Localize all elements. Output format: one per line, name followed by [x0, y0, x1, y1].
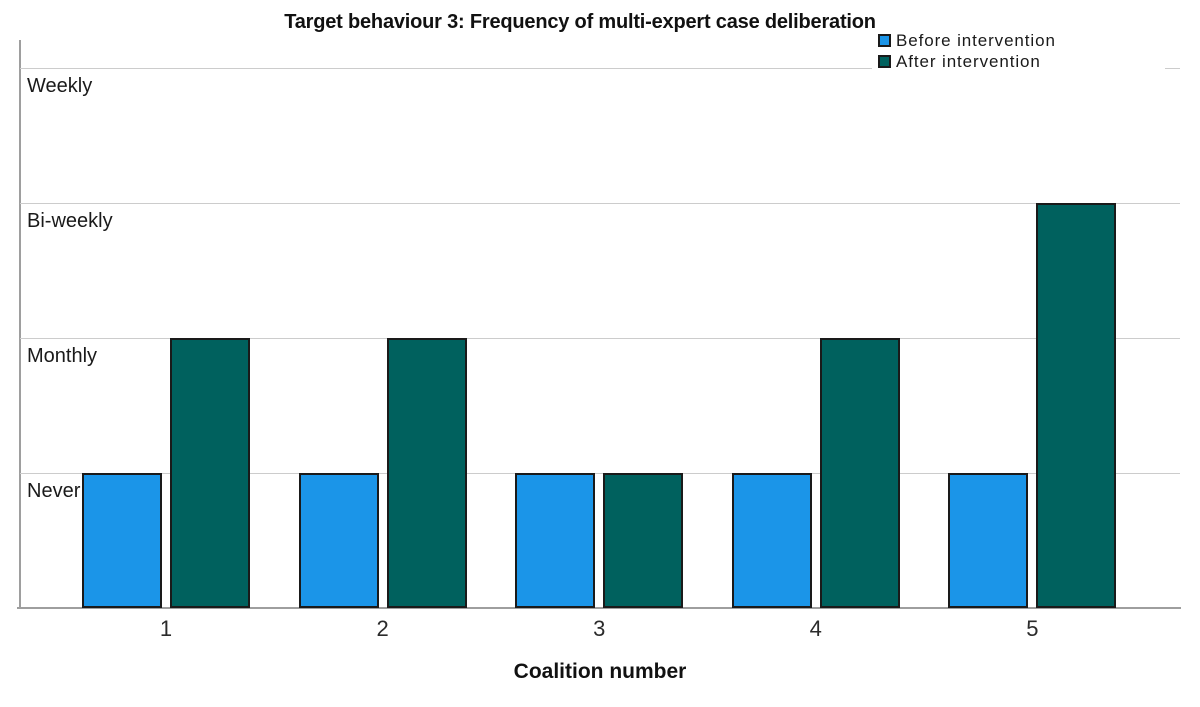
- x-tick-label-1: 1: [159, 616, 173, 641]
- legend-item-before: Before intervention: [872, 30, 1165, 51]
- legend: Before intervention After intervention: [872, 29, 1165, 74]
- x-axis-title: Coalition number: [513, 660, 687, 683]
- gridline-weekly: [20, 68, 1180, 69]
- chart-title: Target behaviour 3: Frequency of multi-e…: [284, 11, 876, 33]
- y-tick-label-bi-weekly: Bi-weekly: [27, 210, 113, 232]
- x-axis-line: [17, 607, 1181, 609]
- before-intervention-swatch-icon: [878, 34, 891, 47]
- gridline-never: [20, 473, 1180, 474]
- y-tick-label-weekly: Weekly: [27, 75, 93, 97]
- bar-before-coalition-2: [298, 473, 379, 608]
- x-tick-label-4: 4: [809, 616, 822, 641]
- x-tick-label-2: 2: [376, 616, 389, 641]
- bar-after-coalition-3: [603, 473, 684, 608]
- bar-before-coalition-4: [731, 473, 812, 608]
- y-axis-line: [19, 40, 21, 608]
- bar-before-coalition-5: [948, 473, 1029, 608]
- legend-label-before: Before intervention: [896, 30, 1056, 50]
- bar-after-coalition-5: [1036, 203, 1117, 608]
- bar-before-coalition-1: [82, 473, 162, 608]
- after-intervention-swatch-icon: [878, 55, 891, 68]
- x-tick-label-3: 3: [593, 616, 606, 641]
- bar-after-coalition-4: [819, 338, 900, 608]
- legend-label-after: After intervention: [896, 51, 1041, 71]
- gridline-monthly: [20, 338, 1180, 339]
- bar-after-coalition-1: [170, 338, 250, 608]
- bar-after-coalition-2: [386, 338, 467, 608]
- y-tick-label-never: Never: [27, 480, 81, 502]
- bar-before-coalition-3: [515, 473, 596, 608]
- legend-item-after: After intervention: [872, 51, 1165, 72]
- x-tick-label-5: 5: [1026, 616, 1039, 641]
- gridline-bi-weekly: [20, 203, 1180, 204]
- y-tick-label-monthly: Monthly: [27, 345, 98, 367]
